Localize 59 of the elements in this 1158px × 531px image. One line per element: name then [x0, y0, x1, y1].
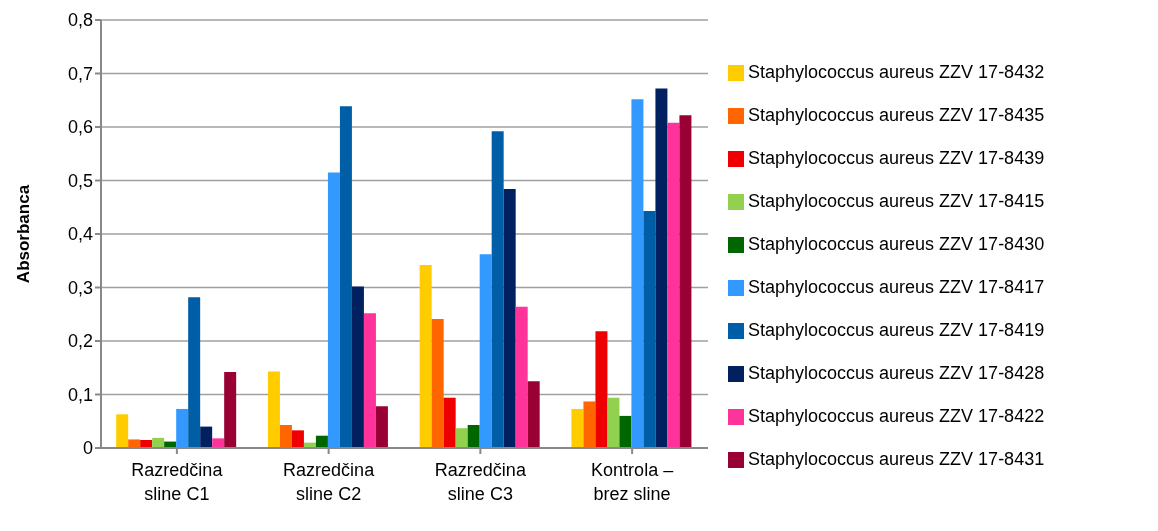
bar: [595, 331, 608, 448]
bar: [583, 401, 596, 448]
bar: [667, 122, 680, 448]
x-tick-label: Razredčina sline C2: [283, 460, 376, 504]
x-tick-label: Razredčina sline C1: [131, 460, 224, 504]
bar: [339, 106, 352, 448]
y-tick-label: 0: [82, 438, 93, 459]
bar: [224, 372, 237, 448]
bar: [291, 430, 304, 448]
bar: [188, 297, 201, 448]
legend-label: Staphylococcus aureus ZZV 17-8417: [748, 276, 1045, 297]
bar: [607, 397, 620, 448]
bar: [515, 306, 528, 448]
bar: [643, 211, 656, 448]
legend-label: Staphylococcus aureus ZZV 17-8422: [748, 405, 1045, 426]
bar: [571, 408, 584, 448]
bar: [467, 425, 480, 448]
bar: [527, 381, 540, 448]
bar: [327, 172, 340, 448]
legend-label: Staphylococcus aureus ZZV 17-8432: [748, 61, 1045, 82]
y-tick-label: 0,8: [67, 10, 93, 31]
y-tick-label: 0,1: [67, 384, 93, 405]
bar: [655, 88, 668, 448]
y-tick-label: 0,6: [67, 117, 93, 138]
bar: [200, 426, 213, 448]
bar: [176, 408, 189, 448]
bar: [375, 406, 388, 448]
legend-label: Staphylococcus aureus ZZV 17-8428: [748, 362, 1045, 383]
x-tick-label: Razredčina sline C3: [434, 460, 527, 504]
bar: [479, 254, 492, 448]
y-tick-label: 0,3: [67, 277, 93, 298]
legend-label: Staphylococcus aureus ZZV 17-8415: [748, 190, 1045, 211]
bar: [631, 99, 644, 448]
y-tick-label: 0,2: [67, 331, 93, 352]
legend-label: Staphylococcus aureus ZZV 17-8439: [748, 147, 1045, 168]
bar: [503, 189, 516, 448]
y-axis-title: Absorbanca: [14, 184, 34, 284]
bar: [128, 439, 141, 448]
bar: [679, 115, 692, 448]
bar: [267, 371, 280, 448]
bar: [443, 397, 456, 448]
bar: [431, 319, 444, 448]
bar: [212, 438, 225, 448]
y-tick-label: 0,5: [67, 170, 93, 191]
legend-label: Staphylococcus aureus ZZV 17-8430: [748, 233, 1045, 254]
bar: [455, 428, 468, 448]
bar: [279, 425, 292, 448]
bar: [363, 313, 376, 448]
bar: [491, 131, 504, 448]
legend-label: Staphylococcus aureus ZZV 17-8431: [748, 448, 1045, 469]
legend-label: Staphylococcus aureus ZZV 17-8435: [748, 104, 1045, 125]
x-tick-label: Kontrola – brez sline: [591, 460, 674, 504]
bar: [619, 415, 632, 448]
bar: [351, 286, 364, 448]
bar: [419, 265, 432, 448]
legend-label: Staphylococcus aureus ZZV 17-8419: [748, 319, 1045, 340]
y-tick-label: 0,7: [67, 63, 93, 84]
y-tick-label: 0,4: [67, 224, 93, 245]
bar: [116, 414, 129, 448]
